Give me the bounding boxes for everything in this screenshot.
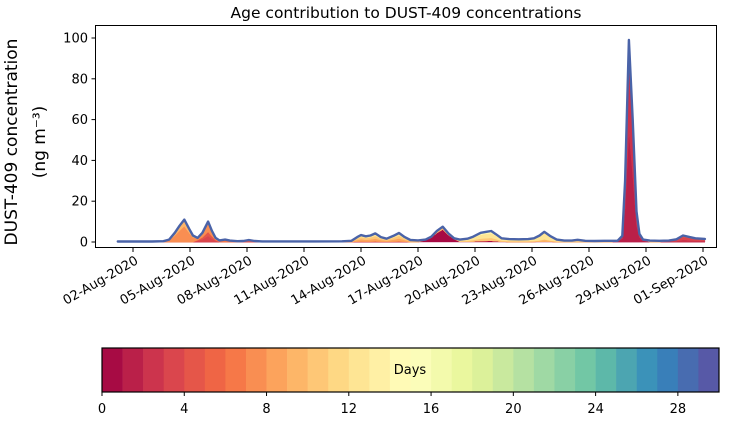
area-band-age-2 [117,39,706,243]
y-axis: 0 20 40 60 80 100 [63,32,95,251]
colorbar-tick-label: 0 [98,402,106,417]
colorbar-segment [616,348,638,392]
colorbar-segment [266,348,288,392]
y-axis-label-line1: DUST-409 concentration [2,39,22,246]
colorbar-axis: 0 4 8 12 16 20 24 28 [98,392,686,417]
colorbar-segment [245,348,267,392]
colorbar-segment [492,348,514,392]
colorbar-segment [102,348,123,392]
colorbar-segment [431,348,452,392]
colorbar-outline [101,347,720,393]
total-concentration-line [116,38,707,243]
y-tick-label: 100 [63,32,88,47]
chart-title: Age contribution to DUST-409 concentrati… [231,4,582,22]
area-band-age-14 [117,39,705,242]
colorbar-segment [595,348,617,392]
colorbar-segment [369,348,391,392]
x-axis: 02-Aug-202005-Aug-202008-Aug-202011-Aug-… [61,248,711,309]
colorbar-segment [143,348,164,392]
colorbar-segment [657,348,679,392]
colorbar-tick-label: 4 [180,402,188,417]
colorbar-segment [554,348,576,392]
colorbar-segment [533,348,555,392]
colorbar-segment [389,348,411,392]
area-band-age-3 [117,39,706,243]
colorbar-segment [307,348,329,392]
colorbar-segment [204,348,226,392]
colorbar [101,347,720,393]
colorbar-segment [122,348,144,392]
y-tick-label: 40 [71,154,88,169]
colorbar-tick-label: 16 [423,402,440,417]
y-tick-label: 60 [71,113,88,128]
colorbar-segment [451,348,473,392]
area-band-age-12 [117,39,705,242]
y-tick-label: 0 [80,236,88,251]
colorbar-tick-label: 12 [341,402,358,417]
area-band-age-9 [117,39,705,243]
colorbar-segment [698,348,720,392]
area-band-age-10 [117,39,705,242]
colorbar-segment [163,348,185,392]
colorbar-segment [184,348,206,392]
colorbar-segment [575,348,596,392]
colorbar-tick-label: 8 [262,402,270,417]
colorbar-segment [348,348,370,392]
total-line-path [116,38,707,243]
colorbar-label: Days [394,363,427,378]
plot-frame [95,25,717,248]
colorbar-segment [410,348,432,392]
y-axis-label-line2: (ng m⁻³) [30,106,50,179]
colorbar-segment [472,348,494,392]
colorbar-segment [513,348,535,392]
area-band-age-4 [117,39,705,243]
colorbar-tick-label: 28 [670,402,687,417]
colorbar-segment [225,348,247,392]
area-band-age-5 [117,39,706,243]
area-band-age-8 [117,39,705,243]
stacked-area-bands [117,39,706,243]
colorbar-tick-label: 24 [587,402,604,417]
colorbar-segment [677,348,699,392]
colorbar-segment [287,348,308,392]
colorbar-tick-label: 20 [505,402,522,417]
colorbar-segment [328,348,350,392]
y-tick-label: 80 [71,72,88,87]
y-tick-label: 20 [71,195,88,210]
area-band-age-6 [117,39,705,243]
area-band-age-7 [117,39,705,243]
colorbar-segment [636,348,658,392]
